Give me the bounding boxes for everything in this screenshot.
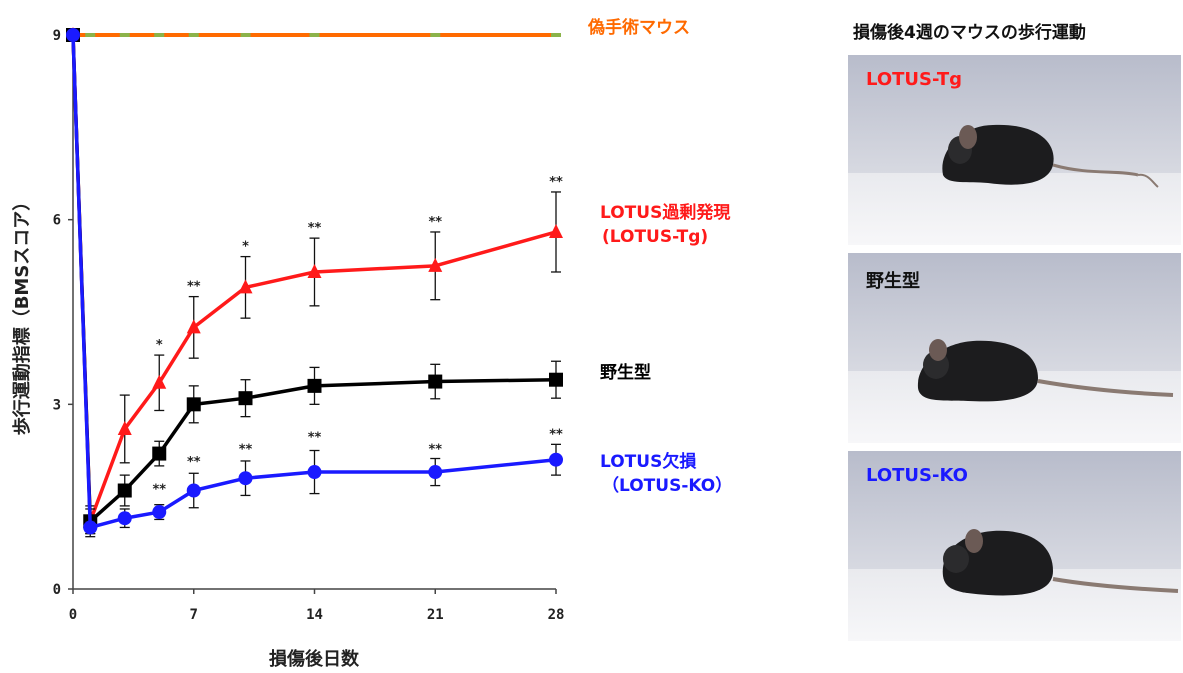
data-point	[152, 374, 167, 389]
x-tick-label: 7	[190, 607, 198, 623]
significance-marker: **	[428, 443, 442, 458]
photo-panel-lotus-tg: LOTUS-Tg	[848, 55, 1181, 245]
significance-marker: **	[152, 483, 166, 498]
significance-marker: **	[187, 455, 201, 470]
data-point	[152, 505, 167, 520]
data-point	[307, 465, 322, 480]
series-label: LOTUS欠損（LOTUS-KO）	[600, 451, 732, 496]
significance-marker: **	[308, 221, 322, 236]
y-tick-label: 3	[53, 397, 61, 413]
significance-marker: **	[308, 430, 322, 445]
significance-marker: **	[187, 280, 201, 295]
data-point	[117, 483, 132, 498]
data-point	[238, 471, 253, 486]
data-point	[152, 446, 167, 461]
data-point	[240, 33, 251, 37]
data-point	[238, 391, 253, 406]
x-tick-label: 21	[427, 607, 444, 623]
significance-marker: **	[428, 215, 442, 230]
significance-marker: *	[156, 338, 163, 353]
data-point	[238, 279, 253, 294]
data-point	[186, 397, 201, 412]
significance-marker: **	[239, 443, 253, 458]
data-point	[66, 28, 80, 42]
mouse-image	[942, 124, 1159, 188]
data-point	[549, 372, 563, 387]
series-label: LOTUS過剰発現(LOTUS-Tg)	[600, 202, 730, 247]
data-point	[309, 33, 320, 37]
photo-label: LOTUS-KO	[866, 465, 968, 486]
mouse-image	[942, 529, 1179, 596]
chart-marks: 偽手術マウス LOTUS過剰発現(LOTUS-Tg) 野生型 LOTUS欠損（LOTU…	[66, 17, 732, 538]
x-axis-title: 損傷後日数	[269, 648, 360, 670]
x-tick-label: 28	[548, 607, 565, 623]
significance-marker: *	[242, 240, 249, 255]
y-tick-label: 9	[53, 28, 61, 44]
data-point	[85, 33, 96, 37]
data-point	[549, 452, 563, 467]
data-point	[307, 378, 322, 393]
x-tick-label: 0	[69, 607, 77, 623]
data-point	[428, 257, 443, 272]
photo-label: LOTUS-Tg	[866, 69, 962, 90]
mouse-image	[917, 339, 1174, 402]
data-point	[549, 223, 563, 238]
data-point	[428, 374, 443, 389]
data-point	[119, 33, 130, 37]
series-label: 野生型	[600, 362, 651, 383]
significance-marker: **	[549, 175, 563, 190]
chart-axes: 0 3 6 9 0 7 14 21 28	[53, 28, 565, 623]
data-point	[117, 420, 132, 435]
y-axis-title: 歩行運動指標（BMSスコア）	[11, 193, 33, 436]
data-point	[551, 33, 561, 37]
data-point	[186, 483, 201, 498]
series-label: 偽手術マウス	[587, 17, 690, 38]
data-point	[186, 319, 201, 334]
x-tick-label: 14	[306, 607, 323, 623]
y-tick-label: 6	[53, 213, 61, 229]
data-point	[154, 33, 165, 37]
data-point	[188, 33, 199, 37]
bms-line-chart: 0 3 6 9 0 7 14 21 28 偽手術マウス LOTUS過剰発現(LOTUS-Tg) 野生…	[11, 17, 732, 670]
data-point	[117, 511, 132, 526]
data-point	[428, 465, 443, 480]
photos-title: 損傷後4週のマウスの歩行運動	[853, 23, 1086, 43]
data-point	[430, 33, 441, 37]
photo-panel-wild-type: 野生型	[848, 253, 1181, 443]
data-point	[83, 520, 98, 535]
significance-marker: **	[549, 427, 563, 442]
data-point	[307, 263, 322, 278]
y-tick-label: 0	[53, 582, 61, 598]
photo-label: 野生型	[866, 271, 920, 292]
photo-panel-lotus-ko: LOTUS-KO	[848, 451, 1181, 641]
